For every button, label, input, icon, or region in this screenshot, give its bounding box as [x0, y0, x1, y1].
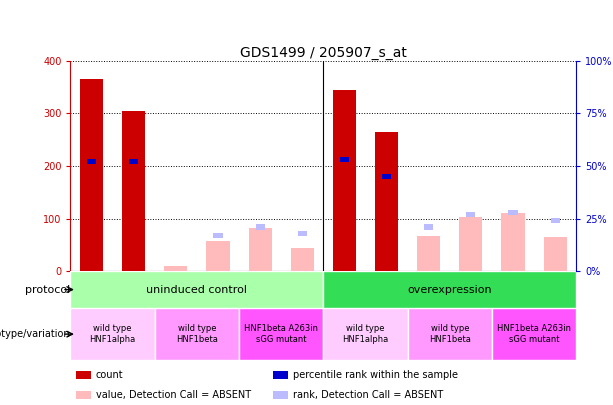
- Bar: [375, 132, 398, 271]
- Text: genotype/variation: genotype/variation: [0, 329, 70, 339]
- Bar: [248, 228, 272, 271]
- Bar: [324, 308, 408, 360]
- Bar: [87, 159, 96, 164]
- Bar: [80, 79, 103, 271]
- Text: HNF1beta A263in
sGG mutant: HNF1beta A263in sGG mutant: [244, 324, 318, 344]
- Bar: [256, 224, 265, 230]
- Bar: [213, 233, 223, 238]
- Bar: [466, 212, 476, 217]
- Bar: [340, 157, 349, 162]
- Bar: [492, 308, 576, 360]
- Bar: [75, 371, 91, 379]
- Text: wild type
HNF1alpha: wild type HNF1alpha: [89, 324, 135, 344]
- Bar: [122, 111, 145, 271]
- Text: protocol: protocol: [25, 285, 70, 294]
- Bar: [550, 218, 560, 224]
- Bar: [164, 266, 188, 271]
- Bar: [417, 236, 440, 271]
- Text: HNF1beta A263in
sGG mutant: HNF1beta A263in sGG mutant: [497, 324, 571, 344]
- Bar: [333, 90, 356, 271]
- Text: wild type
HNF1alpha: wild type HNF1alpha: [343, 324, 389, 344]
- Bar: [273, 371, 288, 379]
- Bar: [154, 308, 239, 360]
- Bar: [501, 213, 525, 271]
- Bar: [129, 159, 139, 164]
- Bar: [324, 271, 576, 308]
- Title: GDS1499 / 205907_s_at: GDS1499 / 205907_s_at: [240, 46, 407, 60]
- Bar: [544, 237, 567, 271]
- Bar: [382, 174, 391, 179]
- Text: wild type
HNF1beta: wild type HNF1beta: [429, 324, 471, 344]
- Bar: [70, 308, 154, 360]
- Bar: [70, 271, 324, 308]
- Bar: [291, 248, 314, 271]
- Text: uninduced control: uninduced control: [147, 285, 248, 294]
- Bar: [207, 241, 230, 271]
- Bar: [273, 391, 288, 399]
- Bar: [75, 391, 91, 399]
- Text: overexpression: overexpression: [408, 285, 492, 294]
- Text: count: count: [96, 370, 123, 379]
- Bar: [424, 224, 433, 230]
- Text: wild type
HNF1beta: wild type HNF1beta: [176, 324, 218, 344]
- Bar: [408, 308, 492, 360]
- Text: value, Detection Call = ABSENT: value, Detection Call = ABSENT: [96, 390, 251, 400]
- Bar: [298, 231, 307, 236]
- Bar: [459, 217, 482, 271]
- Bar: [508, 210, 517, 215]
- Text: rank, Detection Call = ABSENT: rank, Detection Call = ABSENT: [293, 390, 443, 400]
- Text: percentile rank within the sample: percentile rank within the sample: [293, 370, 458, 379]
- Bar: [239, 308, 323, 360]
